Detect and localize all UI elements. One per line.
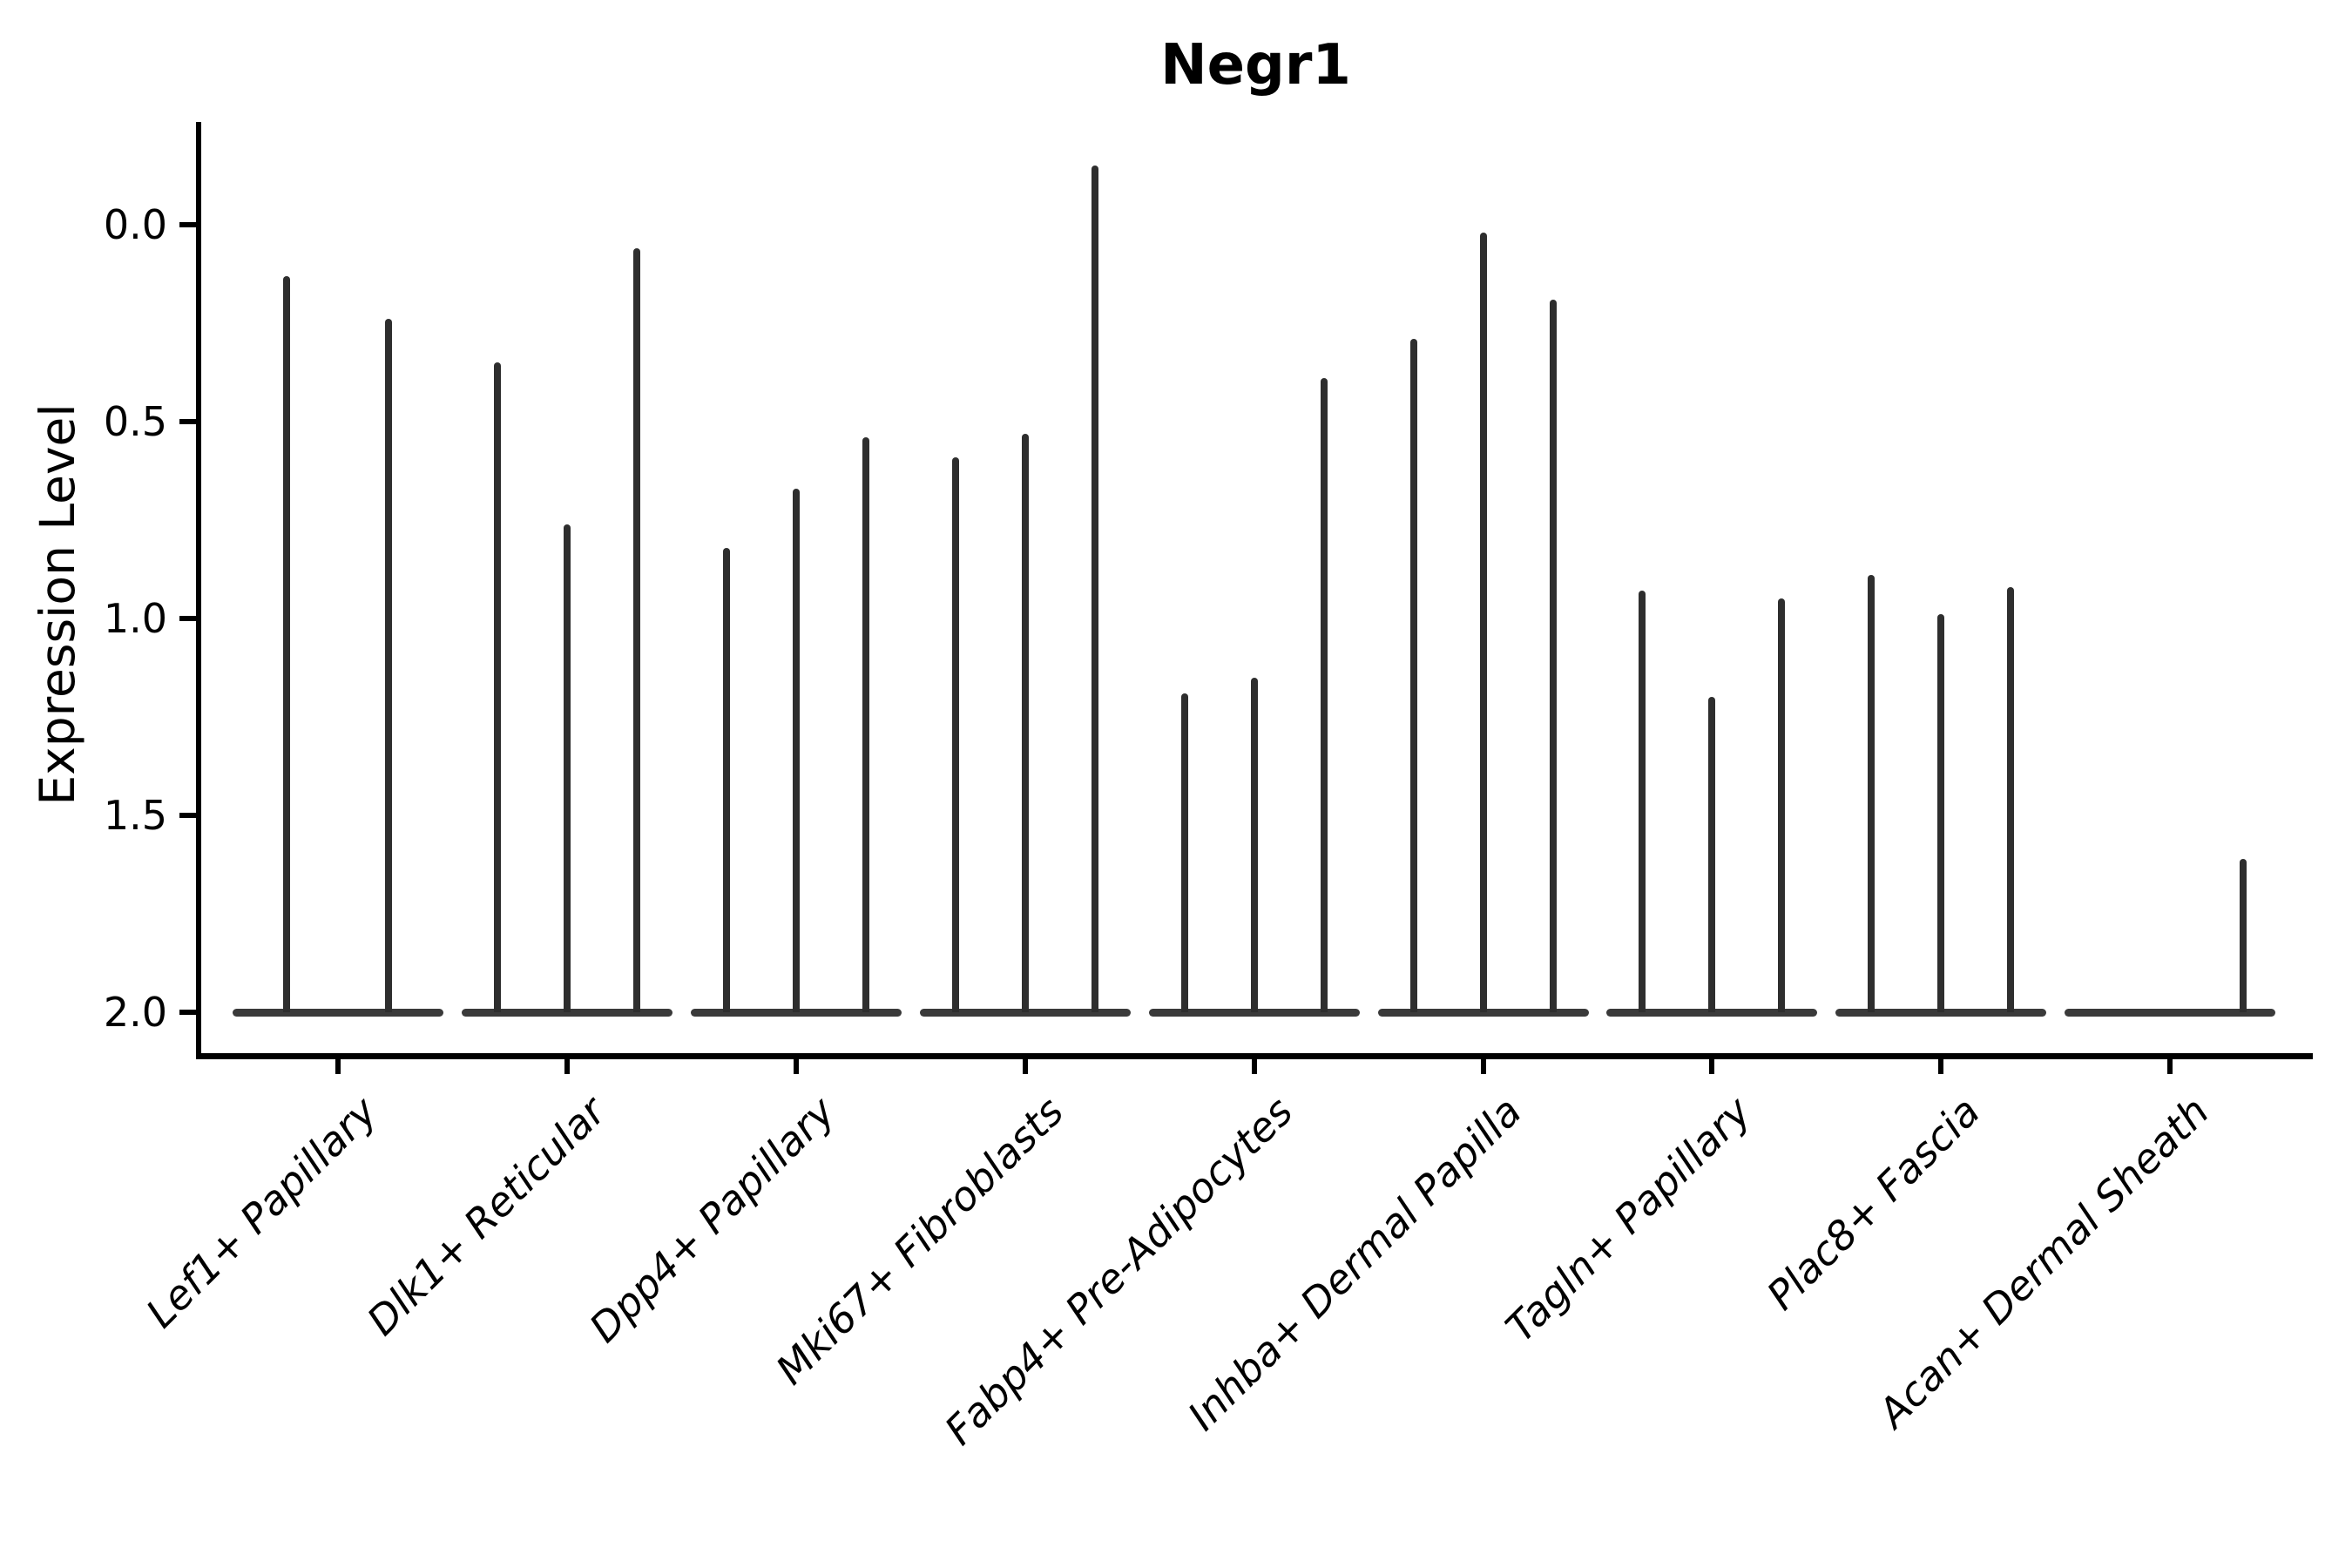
- x-tick-mark: [1480, 1058, 1486, 1074]
- violin-base: [233, 1009, 443, 1017]
- violin-spike: [283, 276, 290, 1012]
- violin-base: [1606, 1009, 1818, 1017]
- violin-spike: [1409, 339, 1417, 1012]
- y-tick-mark: [179, 222, 196, 227]
- violin-spike: [1868, 575, 1876, 1012]
- violin-base: [1377, 1009, 1589, 1017]
- violin-base: [690, 1009, 902, 1017]
- violin-base: [461, 1009, 672, 1017]
- x-tick-mark: [1938, 1058, 1944, 1074]
- x-tick-label: Tagln+ Papillary: [1496, 1087, 1761, 1351]
- x-tick-mark: [2167, 1058, 2173, 1074]
- x-tick-label: Plac8+ Fascia: [1757, 1087, 1990, 1319]
- violin-spike: [862, 437, 869, 1012]
- violin-spike: [385, 319, 392, 1012]
- violin-spike: [1250, 678, 1258, 1012]
- y-tick-mark: [179, 813, 196, 818]
- y-tick-mark: [179, 419, 196, 424]
- violin-spike: [493, 362, 501, 1012]
- y-axis-line: [196, 122, 201, 1059]
- violin-spike: [632, 248, 640, 1012]
- x-tick-mark: [793, 1058, 799, 1074]
- x-tick-mark: [1251, 1058, 1257, 1074]
- violin-spike: [1180, 693, 1188, 1012]
- y-tick-label: 1.5: [103, 792, 167, 839]
- violin-spike: [1549, 300, 1557, 1012]
- violin-spike: [563, 524, 571, 1012]
- y-tick-label: 1.0: [103, 595, 167, 642]
- y-tick-label: 0.0: [103, 201, 167, 248]
- x-tick-label: Dlk1+ Reticular: [358, 1087, 615, 1345]
- violin-spike: [1320, 378, 1328, 1012]
- violin-spike: [1639, 591, 1646, 1012]
- x-axis-line: [196, 1053, 2313, 1059]
- x-tick-mark: [1022, 1058, 1028, 1074]
- x-tick-mark: [564, 1058, 570, 1074]
- violin-base: [1148, 1009, 1360, 1017]
- violin-spike: [792, 489, 800, 1012]
- x-tick-mark: [335, 1058, 341, 1074]
- y-tick-mark: [179, 616, 196, 621]
- x-tick-mark: [1709, 1058, 1715, 1074]
- violin-base: [919, 1009, 1131, 1017]
- violin-base: [2065, 1009, 2276, 1017]
- y-tick-mark: [179, 1010, 196, 1015]
- violin-spike: [1021, 434, 1029, 1012]
- violin-base: [1835, 1009, 2047, 1017]
- violin-spike: [1937, 614, 1945, 1012]
- x-tick-label: Lef1+ Papillary: [136, 1087, 386, 1337]
- violin-spike: [722, 548, 730, 1012]
- y-tick-label: 0.5: [103, 398, 167, 445]
- violin-spike: [1091, 166, 1098, 1012]
- violin-spike: [1479, 233, 1487, 1012]
- y-tick-label: 2.0: [103, 989, 167, 1036]
- violin-spike: [2240, 859, 2247, 1012]
- violin-spike: [1708, 697, 1716, 1012]
- page-title: Negr1: [1160, 33, 1351, 98]
- x-tick-label: Dpp4+ Papillary: [579, 1087, 844, 1352]
- violin-spike: [1778, 598, 1786, 1012]
- violin-spike: [2007, 587, 2015, 1012]
- violin-spike: [951, 457, 959, 1012]
